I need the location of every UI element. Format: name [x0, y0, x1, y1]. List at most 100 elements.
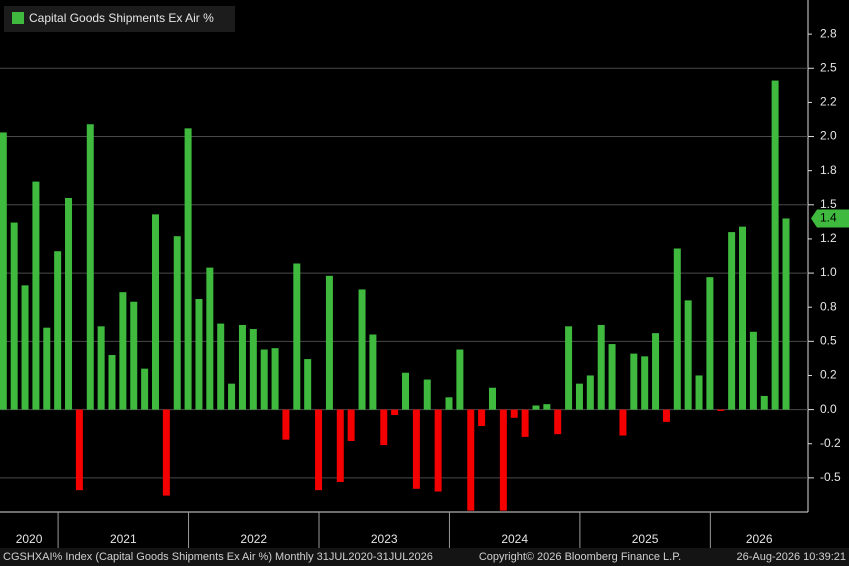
bar: [43, 327, 51, 410]
bar: [369, 334, 377, 410]
y-tick-label: -0.2: [820, 436, 841, 450]
x-tick-label: 2020: [16, 532, 43, 546]
bar: [173, 236, 181, 410]
bar: [467, 409, 475, 511]
y-tick-label: 0.5: [820, 334, 837, 348]
bar: [434, 409, 442, 492]
bar: [499, 409, 507, 511]
bar: [706, 277, 714, 410]
bar: [260, 349, 268, 410]
bar: [771, 80, 779, 410]
y-tick-label: 0.0: [820, 402, 837, 416]
footer-left: CGSHXAI% Index (Capital Goods Shipments …: [3, 551, 433, 563]
x-tick-label: 2021: [110, 532, 137, 546]
x-tick-label: 2025: [632, 532, 659, 546]
grid: [0, 67, 808, 479]
bar: [391, 409, 399, 416]
legend-label: Capital Goods Shipments Ex Air %: [29, 11, 214, 25]
footer-band: [0, 548, 849, 566]
bar: [488, 387, 496, 410]
bar: [217, 323, 225, 410]
bar: [0, 132, 7, 410]
bar: [282, 409, 290, 440]
bar: [565, 326, 573, 410]
bar: [325, 275, 333, 410]
x-tick-label: 2024: [501, 532, 528, 546]
bar: [630, 353, 638, 410]
bar: [65, 197, 73, 410]
bar: [662, 409, 670, 422]
bar: [195, 299, 203, 410]
bar: [75, 409, 83, 491]
bar: [141, 368, 149, 410]
bar: [456, 349, 464, 410]
bar: [97, 326, 105, 410]
bar: [304, 359, 312, 410]
bar: [315, 409, 323, 491]
last-value-box: [811, 209, 849, 228]
y-tick-label: -0.5: [820, 470, 841, 484]
bar: [543, 404, 551, 410]
bar: [554, 409, 562, 435]
bar: [478, 409, 486, 426]
bar: [749, 331, 757, 410]
bar: [238, 324, 246, 410]
y-tick-label: 2.0: [820, 129, 837, 143]
axis: -0.5 0.0 0.5 1.0 1.5 2.0 2.5 -0.2 0.2 0.8 1.2 1.8 2.…: [16, 26, 849, 548]
bar: [510, 409, 518, 418]
bar: [130, 301, 138, 410]
x-tick-label: 2023: [371, 532, 398, 546]
y-tick-label: 2.8: [820, 26, 837, 40]
bar: [402, 372, 410, 410]
bar: [358, 289, 366, 410]
legend-box: [4, 6, 235, 32]
bar: [151, 214, 159, 410]
bar: [32, 181, 40, 410]
bar: [695, 375, 703, 410]
bar: [739, 226, 747, 410]
bar: [228, 383, 236, 410]
bar: [619, 409, 627, 436]
x-tick-label: 2022: [240, 532, 267, 546]
bar: [21, 285, 29, 410]
bar: [717, 409, 725, 411]
footer-right: 26-Aug-2026 10:39:21: [737, 551, 846, 563]
y-tick-label: 2.2: [820, 95, 837, 109]
bar: [641, 356, 649, 410]
bar: [162, 409, 170, 496]
bar: [673, 248, 681, 410]
bar: [652, 333, 660, 410]
bar: [54, 251, 62, 410]
bar: [608, 344, 616, 410]
bar: [521, 409, 529, 437]
bar: [347, 409, 355, 442]
y-tick-label: 1.5: [820, 197, 837, 211]
bar: [445, 397, 453, 410]
bar: [782, 218, 790, 410]
bar: [86, 124, 94, 410]
x-tick-label: 2026: [746, 532, 773, 546]
bar: [380, 409, 388, 446]
y-tick-label: 1.8: [820, 163, 837, 177]
bar: [575, 383, 583, 410]
bar: [206, 267, 214, 410]
bar: [760, 395, 768, 410]
bar: [184, 128, 192, 410]
bar: [684, 300, 692, 410]
bar: [293, 263, 301, 410]
legend-swatch: [12, 12, 24, 24]
y-tick-label: 1.0: [820, 265, 837, 279]
bar: [532, 405, 540, 410]
bars: [0, 80, 790, 511]
bar: [119, 292, 127, 410]
y-tick-label: 2.5: [820, 60, 837, 74]
bar: [249, 329, 257, 410]
bar: [336, 409, 344, 482]
bar: [597, 324, 605, 410]
bar: [728, 232, 736, 410]
y-tick-label: 0.8: [820, 299, 837, 313]
bar: [10, 222, 18, 410]
bar: [586, 375, 594, 410]
